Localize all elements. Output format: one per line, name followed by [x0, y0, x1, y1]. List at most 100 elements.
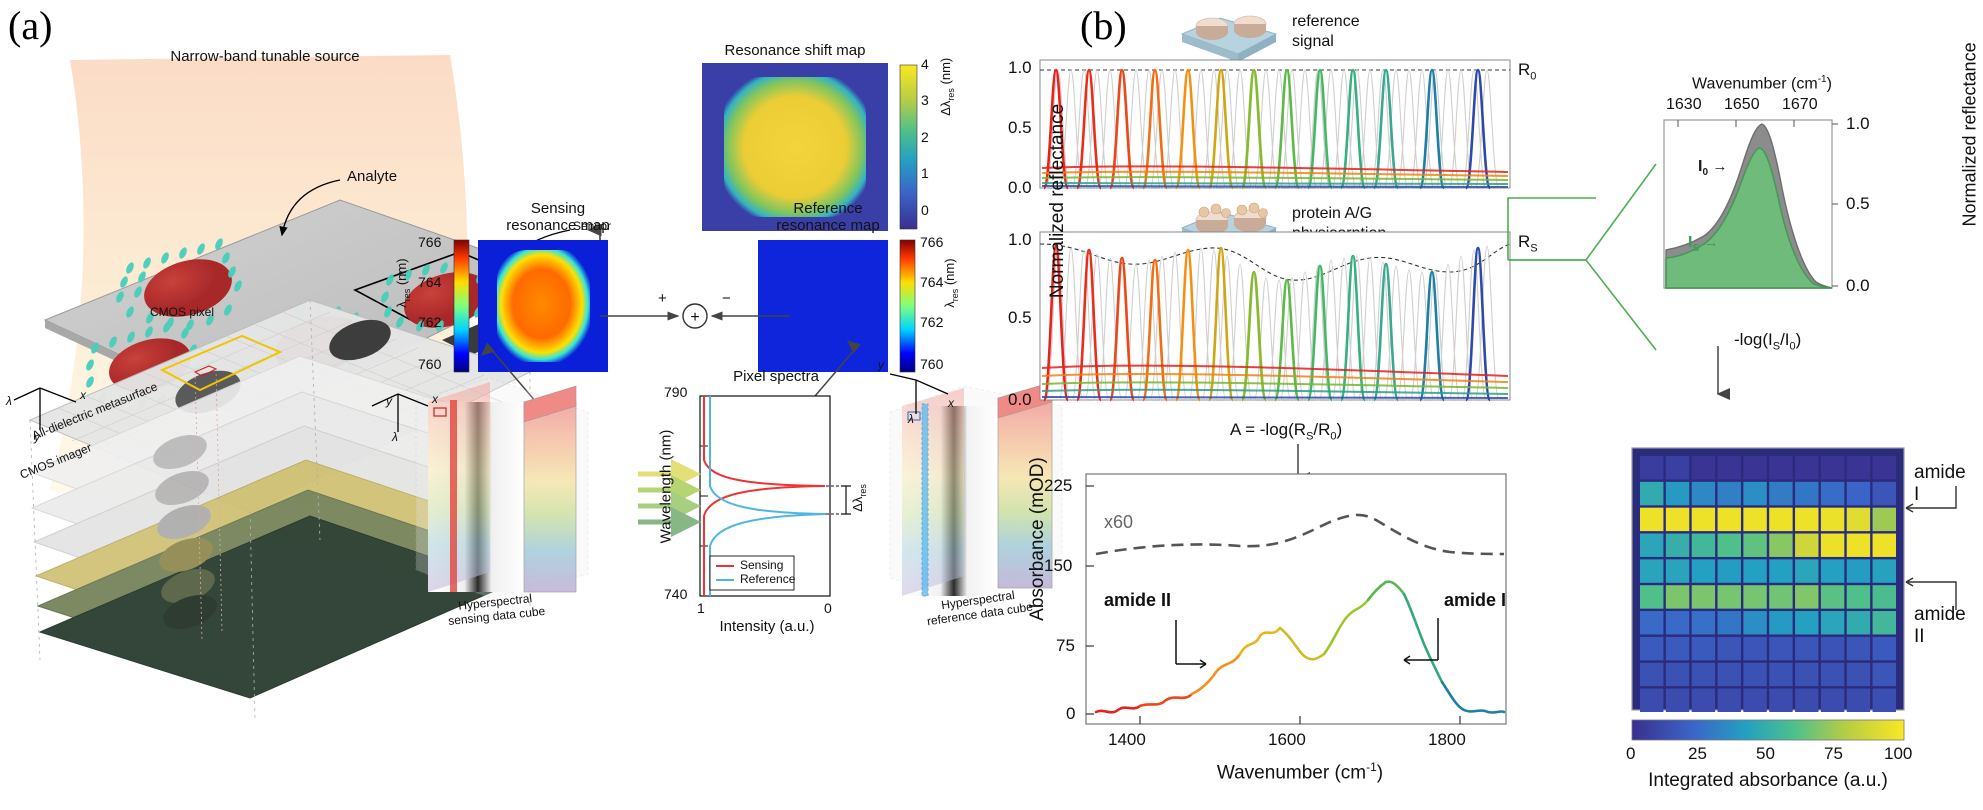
sensing-tick-766: 766 [418, 234, 442, 250]
inset-ytick-0: 0.0 [1846, 276, 1870, 295]
heatmap-cell [1665, 456, 1690, 480]
pixel-spectra-title: Pixel spectra [733, 368, 819, 385]
absorbance-curve [1094, 580, 1506, 714]
protein-signal-canvas [1039, 231, 1511, 402]
inset-xtick-1650: 1650 [1724, 96, 1760, 113]
minus-sign-in: − [722, 290, 731, 307]
reference-cube-axes [889, 373, 949, 414]
abs-ytick-150: 150 [1044, 556, 1073, 575]
shift-tick-0: 0 [921, 202, 929, 218]
baseline-tails [1041, 165, 1509, 188]
analyte-label: Analyte [347, 168, 398, 185]
reference-tick-762: 762 [920, 314, 944, 330]
delta-lambda-annotation: Δλres [850, 484, 868, 512]
heatmap-cell [1846, 559, 1871, 583]
heatmap-cell [1846, 636, 1871, 661]
inset-ytick-05: 0.5 [1846, 194, 1870, 213]
heatmap-cell [1665, 585, 1690, 609]
stacked-layers [28, 299, 531, 721]
heatmap-cell [1769, 456, 1793, 480]
spectra-ylabel: Wavelength (nm) [657, 429, 675, 544]
heatmap-cell [1743, 585, 1767, 609]
heatmap-cell [1640, 688, 1664, 712]
panel-a-schematic: Narrow-band tunable source Analyte Senso… [6, 20, 611, 721]
heatmap-cell [1665, 481, 1690, 506]
sensing-map-title-l2: resonance map [506, 217, 610, 235]
heatmap-cell [1691, 507, 1716, 532]
sensing-colorbar-label: λres (nm) [394, 258, 412, 308]
abs-xtick-1800: 1800 [1428, 730, 1466, 749]
heatmap-cell [1691, 662, 1716, 687]
heatmap-cell [1820, 688, 1845, 712]
inset-ytick-1: 1.0 [1846, 114, 1870, 133]
legend-label-reference: Reference [740, 572, 796, 586]
heatmap-cell [1769, 636, 1793, 661]
reference-cube-axis-lambda: λ [908, 412, 914, 426]
reference-slice-marker [921, 403, 929, 597]
shift-tick-3: 3 [921, 92, 929, 108]
reference-callout-l2: signal [1292, 33, 1334, 50]
heatmap-cell [1795, 688, 1819, 712]
heatmap-cell [1640, 456, 1664, 480]
heatmap-cell [1820, 585, 1845, 609]
axis-triad-a [13, 387, 77, 430]
heatmap-cell [1820, 559, 1845, 583]
heatmap-cell [1872, 636, 1896, 661]
heatmap-canvas [1631, 447, 1905, 712]
heatmap-cell [1717, 688, 1741, 712]
sensing-map-image [453, 239, 608, 373]
heatmap-cell [1691, 585, 1716, 609]
plus-sign-in: + [658, 290, 667, 307]
heatmap-cell [1743, 611, 1767, 635]
sensing-cube-axis-x: x [432, 392, 438, 406]
hm-amide-i-label: amide I [1914, 462, 1966, 505]
heatmap-cell [1769, 611, 1793, 635]
ref-ytick-05: 0.5 [1008, 118, 1032, 137]
heatmap-cell [1820, 636, 1845, 661]
heatmap-cell [1691, 611, 1716, 635]
inset-i0-is-plot: Wavenumber (cm-1) 1630 1650 1670 1.0 0.5… [1656, 42, 1980, 304]
heatmap-cell [1769, 585, 1793, 609]
spectra-xlabel: Intensity (a.u.) [719, 618, 815, 635]
inset-xtick-1630: 1630 [1666, 96, 1702, 113]
spectra-xright-tick: 0 [824, 600, 832, 616]
sensing-data-cube: Hyperspectral sensing data cube x y λ [371, 372, 598, 632]
inset-callout-lines [1476, 150, 1716, 360]
sensing-slice-marker [450, 400, 457, 592]
heatmap-cell [1769, 481, 1793, 506]
source-label: Narrow-band tunable source [170, 48, 360, 65]
heatmap-cell [1743, 481, 1767, 506]
shift-colorbar-label: Δλres (nm) [938, 57, 956, 116]
axis-y-label: y [34, 430, 40, 444]
reference-tick-766: 766 [920, 234, 944, 250]
heatmap-cell [1691, 636, 1716, 661]
reference-signal-plot: 1.0 0.5 0.0 R0 [1000, 56, 1560, 197]
ref-ytick-0: 0.0 [1008, 178, 1032, 197]
heatmap-cell [1640, 585, 1664, 609]
heatmap-cell [1743, 559, 1767, 583]
ref-ytick-1: 1.0 [1008, 58, 1032, 77]
abs-ytick-225: 225 [1044, 476, 1073, 495]
heatmap-cell [1795, 507, 1819, 532]
heatmap-cell [1846, 456, 1871, 480]
heatmap-cell [1872, 585, 1896, 609]
panel-a-letter: (a) [8, 3, 53, 48]
heatmap-cell [1846, 481, 1871, 506]
panel-b-letter: (b) [1080, 3, 1127, 48]
heatmap-cell [1717, 533, 1741, 557]
heatmap-cell [1872, 662, 1896, 687]
hm-cbtick-50: 50 [1756, 744, 1775, 763]
shift-tick-4: 4 [921, 56, 929, 72]
heatmap-cell [1846, 533, 1871, 557]
heatmap-cell [1717, 636, 1741, 661]
heatmap-cell [1795, 636, 1819, 661]
heatmap-cell [1820, 507, 1845, 532]
colored-resonances [1042, 68, 1492, 190]
heatmap-cell [1846, 507, 1871, 532]
pixel-selection-box [159, 334, 283, 392]
reference-signal-callout: reference signal [1292, 12, 1360, 52]
hm-cbtick-75: 75 [1824, 744, 1843, 763]
reference-chip-icon [1168, 8, 1288, 62]
heatmap-cell [1691, 481, 1716, 506]
